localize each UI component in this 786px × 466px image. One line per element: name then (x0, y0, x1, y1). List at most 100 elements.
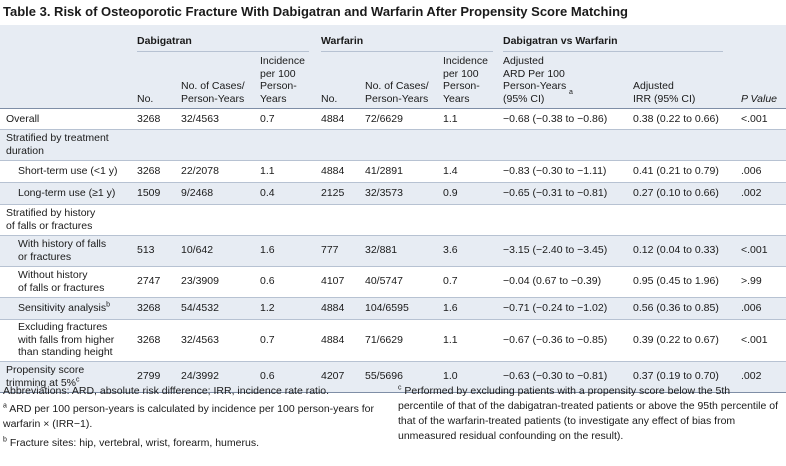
cell-d-no: 1509 (137, 186, 161, 199)
cell-w-cases: 32/881 (365, 244, 398, 257)
cell-d-cases: 23/3909 (181, 275, 219, 288)
cell-p-value: .002 (741, 370, 762, 383)
footnote-abbreviations: Abbreviations: ARD, absolute risk differ… (3, 385, 330, 397)
group-dabigatran: Dabigatran (137, 35, 192, 47)
cell-irr-value: 0.37 (0.19 to 0.70) (633, 370, 719, 383)
row-label: Without history of falls or fractures (18, 269, 105, 294)
col-w-incidence: Incidence per 100 Person- Years (443, 55, 488, 105)
row-label: Stratified by history of falls or fractu… (6, 207, 96, 232)
row-rule (0, 235, 786, 236)
cell-d-no: 513 (137, 244, 155, 257)
footnote-b: b Fracture sites: hip, vertebral, wrist,… (3, 436, 383, 451)
footnote-c-text: Performed by excluding patients with a p… (398, 385, 779, 442)
row-rule (0, 204, 786, 205)
footnote-c-mark: c (398, 384, 402, 392)
row-label: Long-term use (≥1 y) (18, 186, 116, 199)
table-row (0, 182, 786, 204)
cell-d-no: 3268 (137, 164, 161, 177)
cell-w-incidence: 1.1 (443, 112, 458, 125)
cell-d-cases: 54/4532 (181, 301, 219, 314)
row-rule (0, 182, 786, 183)
cell-p-value: >.99 (741, 275, 762, 288)
col-irr: Adjusted IRR (95% CI) (633, 80, 696, 105)
cell-ard-value: −0.83 (−0.30 to −1.11) (503, 164, 607, 177)
table-row (0, 361, 786, 392)
cell-d-incidence: 0.6 (260, 275, 275, 288)
cell-w-no: 4884 (321, 164, 345, 177)
cell-irr-value: 0.12 (0.04 to 0.33) (633, 244, 719, 257)
cell-d-cases: 10/642 (181, 244, 214, 257)
cell-w-no: 4884 (321, 301, 345, 314)
cell-d-cases: 32/4563 (181, 333, 219, 346)
group-comparison: Dabigatran vs Warfarin (503, 35, 618, 47)
cell-w-cases: 41/2891 (365, 164, 403, 177)
table-title: Table 3. Risk of Osteoporotic Fracture W… (3, 4, 628, 19)
cell-p-value: .006 (741, 164, 762, 177)
cell-irr-value: 0.56 (0.36 to 0.85) (633, 301, 719, 314)
cell-w-no: 2125 (321, 186, 345, 199)
cell-d-no: 3268 (137, 333, 161, 346)
footnote-c: c Performed by excluding patients with a… (398, 384, 778, 444)
cell-ard-value: −0.04 (0.67 to −0.39) (503, 275, 602, 288)
cell-d-cases: 32/4563 (181, 112, 219, 125)
cell-d-no: 3268 (137, 112, 161, 125)
cell-ard-value: −0.65 (−0.31 to −0.81) (503, 186, 608, 199)
group-rule-warfarin (321, 51, 493, 52)
row-label: Stratified by treatment duration (6, 132, 109, 157)
cell-ard-value: −0.68 (−0.38 to −0.86) (503, 112, 608, 125)
table-row (0, 235, 786, 266)
row-label: Propensity score trimming at 5%c (6, 364, 85, 389)
cell-irr-value: 0.27 (0.10 to 0.66) (633, 186, 719, 199)
cell-w-incidence: 3.6 (443, 244, 458, 257)
row-label: Overall (6, 112, 40, 125)
cell-irr-value: 0.38 (0.22 to 0.66) (633, 112, 719, 125)
row-rule (0, 361, 786, 362)
row-label: Short-term use (<1 y) (18, 164, 118, 177)
row-rule (0, 266, 786, 267)
row-label-sup: b (106, 301, 111, 309)
cell-p-value: <.001 (741, 112, 768, 125)
col-w-cases: No. of Cases/ Person-Years (365, 80, 429, 105)
cell-d-no: 2747 (137, 275, 161, 288)
section-row (0, 129, 786, 160)
cell-w-no: 777 (321, 244, 339, 257)
cell-w-incidence: 1.4 (443, 164, 458, 177)
cell-d-incidence: 0.4 (260, 186, 275, 199)
cell-w-no: 4107 (321, 275, 345, 288)
cell-ard-value: −0.63 (−0.30 to −0.81) (503, 370, 608, 383)
footnote-a-mark: a (3, 402, 7, 410)
cell-d-cases: 9/2468 (181, 186, 214, 199)
cell-p-value: .006 (741, 301, 762, 314)
cell-w-cases: 71/6629 (365, 333, 403, 346)
cell-p-value: <.001 (741, 244, 768, 257)
cell-w-incidence: 1.0 (443, 370, 458, 383)
header-band (0, 25, 786, 108)
cell-d-no: 3268 (137, 301, 161, 314)
table-bottom-rule (0, 392, 786, 393)
col-p-value: P Value (741, 92, 777, 105)
row-rule (0, 160, 786, 161)
cell-d-no: 2799 (137, 370, 161, 383)
cell-w-incidence: 1.1 (443, 333, 458, 346)
header-bottom-rule (0, 108, 786, 109)
footnote-b-mark: b (3, 436, 7, 444)
cell-w-incidence: 0.9 (443, 186, 458, 199)
group-rule-dabigatran (137, 51, 309, 52)
footnote-a: a ARD per 100 person-years is calculated… (3, 402, 383, 432)
cell-d-cases: 22/2078 (181, 164, 219, 177)
cell-d-incidence: 1.1 (260, 164, 275, 177)
footnote-b-text: Fracture sites: hip, vertebral, wrist, f… (9, 437, 259, 449)
cell-ard-value: −0.71 (−0.24 to −1.02) (503, 301, 608, 314)
row-rule (0, 319, 786, 320)
col-w-no: No. (321, 92, 338, 105)
cell-d-incidence: 0.6 (260, 370, 275, 383)
cell-w-cases: 40/5747 (365, 275, 403, 288)
row-rule (0, 297, 786, 298)
row-label: Sensitivity analysisb (18, 301, 111, 314)
cell-w-cases: 55/5696 (365, 370, 403, 383)
row-label-sup: c (76, 376, 80, 383)
cell-ard-value: −0.67 (−0.36 to −0.85) (503, 333, 608, 346)
cell-d-incidence: 1.2 (260, 301, 275, 314)
cell-d-incidence: 0.7 (260, 112, 275, 125)
